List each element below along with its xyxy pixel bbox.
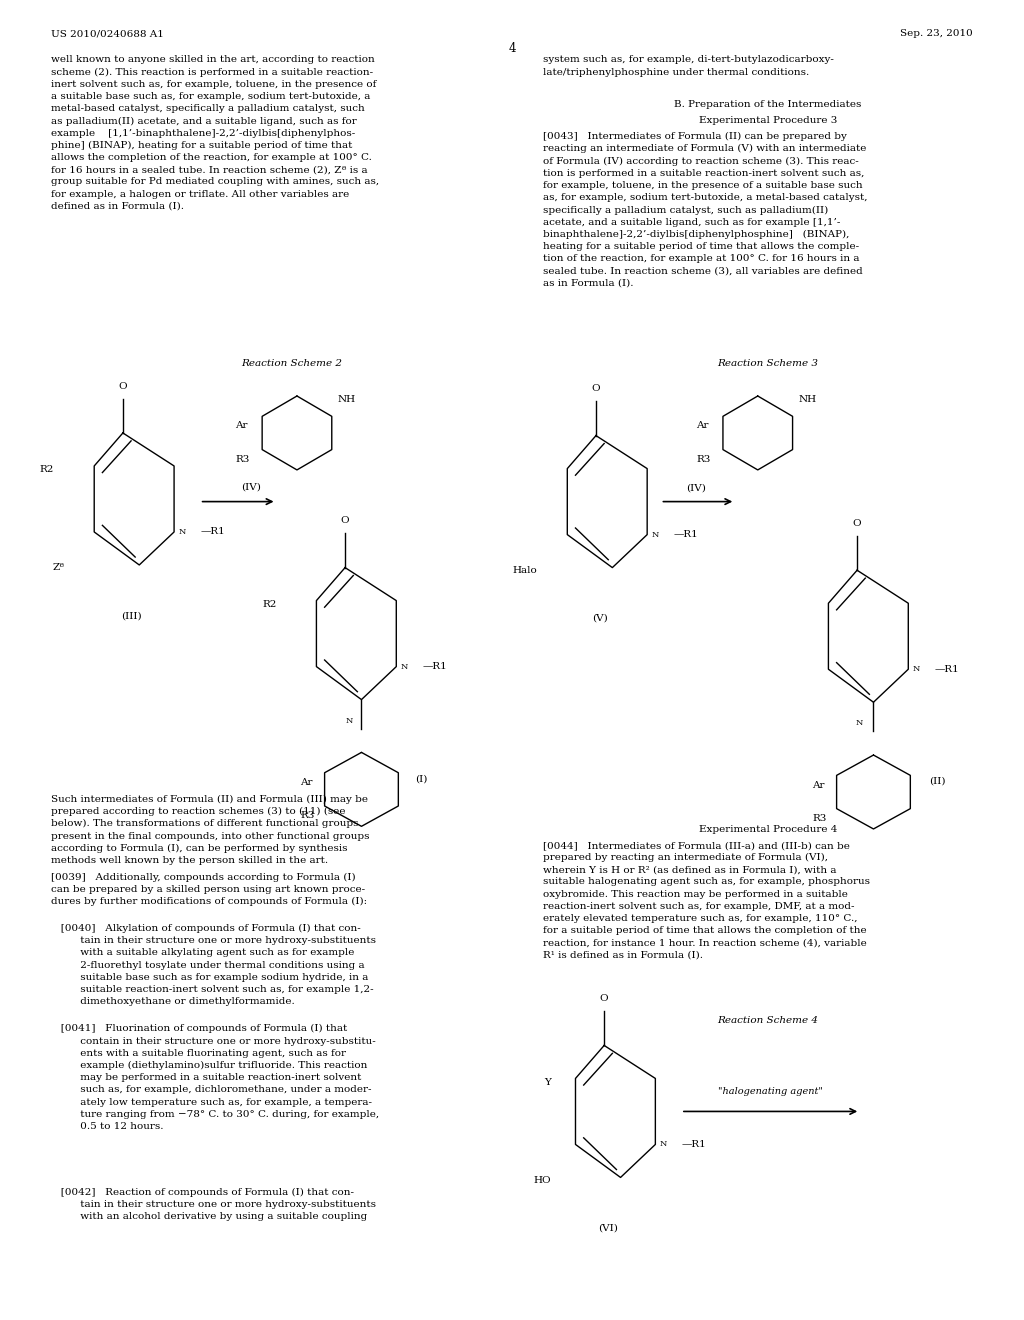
Text: Y: Y	[544, 1078, 551, 1086]
Text: (II): (II)	[929, 777, 945, 785]
Text: US 2010/0240688 A1: US 2010/0240688 A1	[51, 29, 164, 38]
Text: —R1: —R1	[674, 531, 698, 539]
Text: HO: HO	[534, 1176, 551, 1184]
Text: B. Preparation of the Intermediates: B. Preparation of the Intermediates	[675, 100, 861, 110]
Text: (III): (III)	[121, 611, 141, 620]
Text: N: N	[856, 719, 863, 727]
Text: O: O	[600, 994, 608, 1003]
Text: R3: R3	[300, 812, 314, 820]
Text: NH: NH	[799, 396, 817, 404]
Text: "halogenating agent": "halogenating agent"	[718, 1086, 822, 1096]
Text: system such as, for example, di-tert-butylazodicarboxy-
late/triphenylphosphine : system such as, for example, di-tert-but…	[543, 55, 834, 77]
Text: N: N	[400, 663, 409, 671]
Text: R2: R2	[40, 466, 54, 474]
Text: [0044]   Intermediates of Formula (III-a) and (III-b) can be
prepared by reactin: [0044] Intermediates of Formula (III-a) …	[543, 841, 869, 960]
Text: R3: R3	[236, 455, 250, 463]
Text: [0043]   Intermediates of Formula (II) can be prepared by
reacting an intermedia: [0043] Intermediates of Formula (II) can…	[543, 132, 867, 288]
Text: N: N	[659, 1140, 668, 1148]
Text: (V): (V)	[592, 614, 608, 623]
Text: Experimental Procedure 4: Experimental Procedure 4	[698, 825, 838, 834]
Text: O: O	[853, 519, 861, 528]
Text: 4: 4	[508, 42, 516, 55]
Text: Ar: Ar	[300, 779, 312, 787]
Text: O: O	[119, 381, 127, 391]
Text: (IV): (IV)	[686, 483, 707, 492]
Text: [0042]   Reaction of compounds of Formula (I) that con-
         tain in their s: [0042] Reaction of compounds of Formula …	[51, 1188, 376, 1221]
Text: (I): (I)	[415, 775, 427, 783]
Text: Zª: Zª	[52, 564, 65, 572]
Text: (IV): (IV)	[241, 482, 261, 491]
Text: Ar: Ar	[696, 421, 709, 429]
Text: O: O	[592, 384, 600, 393]
Text: well known to anyone skilled in the art, according to reaction
scheme (2). This : well known to anyone skilled in the art,…	[51, 55, 379, 211]
Text: N: N	[651, 531, 659, 539]
Text: N: N	[912, 665, 921, 673]
Text: R3: R3	[696, 455, 711, 463]
Text: Reaction Scheme 2: Reaction Scheme 2	[242, 359, 342, 368]
Text: R2: R2	[262, 601, 276, 609]
Text: —R1: —R1	[201, 528, 225, 536]
Text: (VI): (VI)	[598, 1224, 618, 1233]
Text: —R1: —R1	[935, 665, 959, 673]
Text: N: N	[346, 717, 353, 725]
Text: Ar: Ar	[236, 421, 248, 429]
Text: Reaction Scheme 4: Reaction Scheme 4	[718, 1016, 818, 1026]
Text: Reaction Scheme 3: Reaction Scheme 3	[718, 359, 818, 368]
Text: NH: NH	[338, 396, 356, 404]
Text: —R1: —R1	[423, 663, 447, 671]
Text: Ar: Ar	[812, 781, 824, 789]
Text: [0040]   Alkylation of compounds of Formula (I) that con-
         tain in their: [0040] Alkylation of compounds of Formul…	[51, 924, 376, 1006]
Text: R3: R3	[812, 814, 826, 822]
Text: Sep. 23, 2010: Sep. 23, 2010	[900, 29, 973, 38]
Text: [0039]   Additionally, compounds according to Formula (I)
can be prepared by a s: [0039] Additionally, compounds according…	[51, 873, 368, 906]
Text: [0041]   Fluorination of compounds of Formula (I) that
         contain in their: [0041] Fluorination of compounds of Form…	[51, 1024, 379, 1131]
Text: Experimental Procedure 3: Experimental Procedure 3	[698, 116, 838, 125]
Text: O: O	[341, 516, 349, 525]
Text: Such intermediates of Formula (II) and Formula (III) may be
prepared according t: Such intermediates of Formula (II) and F…	[51, 795, 370, 865]
Text: Halo: Halo	[513, 566, 538, 574]
Text: N: N	[178, 528, 186, 536]
Text: —R1: —R1	[682, 1140, 707, 1148]
